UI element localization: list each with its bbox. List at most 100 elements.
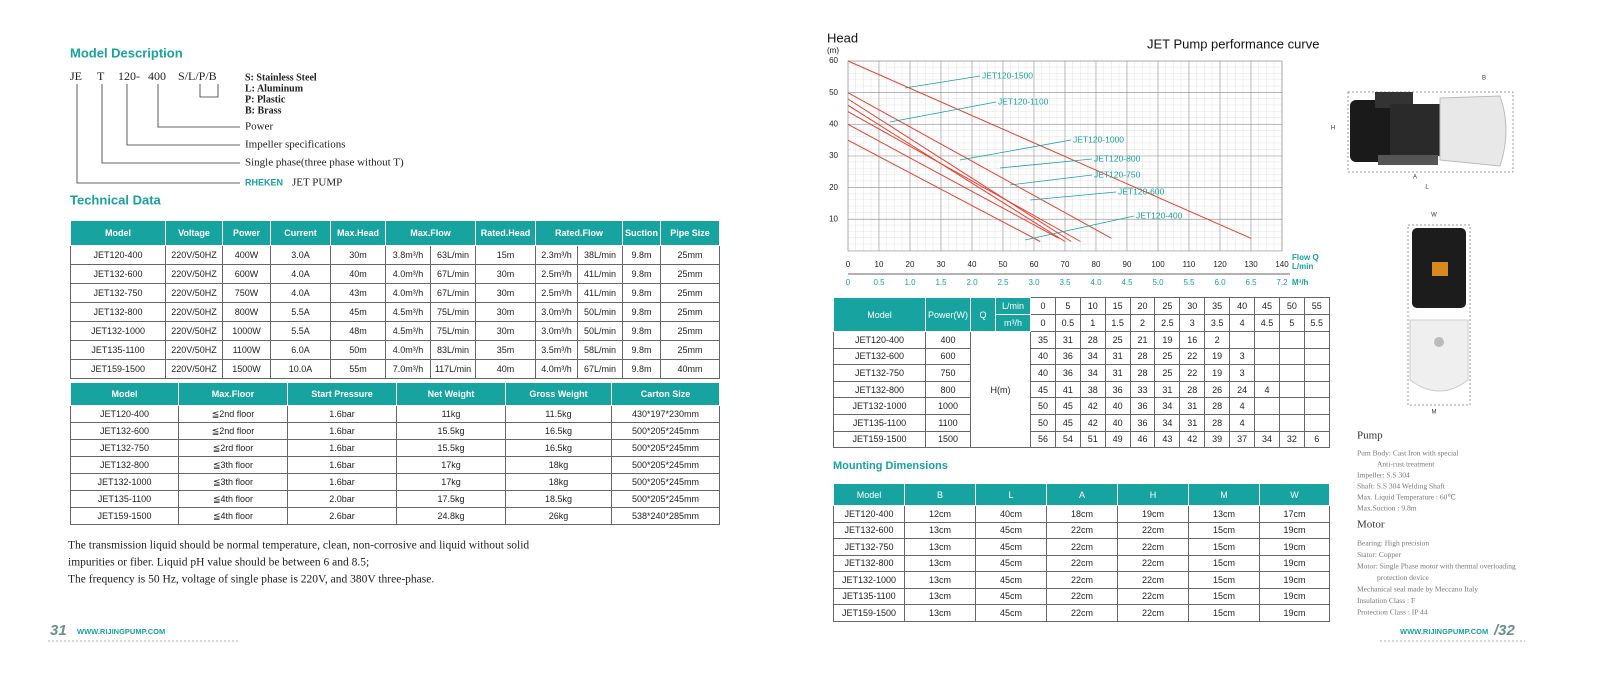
material: B: Brass	[245, 105, 282, 116]
curve	[847, 139, 1041, 242]
cell: 25	[1154, 347, 1181, 366]
cell: 50m	[330, 340, 386, 360]
header-cell: W	[1259, 483, 1330, 506]
cell: 4.0m³/h	[535, 359, 579, 379]
cell: 19cm	[1259, 587, 1330, 605]
cell: 22cm	[1117, 538, 1189, 556]
cell: JET132-600	[70, 422, 179, 440]
cell: 3	[1229, 347, 1256, 366]
header-cell: Model	[70, 220, 166, 246]
cell: 3.0m³/h	[535, 302, 579, 322]
x-tick-label: 20	[906, 260, 915, 269]
cell: 17cm	[1259, 505, 1330, 523]
y-tick-label: 50	[829, 88, 838, 97]
cell: 19cm	[1259, 538, 1330, 556]
cell: JET135-1100	[833, 413, 926, 432]
cell: 17kg	[396, 473, 506, 491]
cell: JET132-750	[833, 538, 905, 556]
cell: JET135-1100	[70, 340, 166, 360]
axis-unit: L/min	[1292, 262, 1313, 271]
x2-tick-label: 6.0	[1214, 278, 1226, 287]
cell: 22cm	[1117, 587, 1189, 605]
cell: JET120-400	[70, 245, 166, 265]
curve	[847, 123, 1060, 239]
curve	[847, 92, 1112, 239]
cell: 1.6bar	[287, 405, 397, 423]
cell: 24	[1229, 380, 1256, 399]
code-diagram	[76, 84, 240, 184]
cell: 67L/min	[429, 283, 477, 303]
curve-label: JET120-800	[1094, 153, 1141, 163]
header-cell: 20	[1129, 297, 1156, 315]
cell: 49	[1104, 430, 1131, 449]
cell: 2.5m³/h	[535, 264, 579, 284]
cell	[1303, 413, 1330, 432]
page-number: 31	[50, 622, 67, 639]
x2-tick-label: 6.5	[1245, 278, 1257, 287]
curve-label: JET120-1100	[998, 96, 1049, 106]
cell: 4.5	[1254, 314, 1280, 332]
x2-tick-label: 5.5	[1183, 278, 1195, 287]
x2-tick-label: 1.0	[904, 278, 916, 287]
cell: 18cm	[1046, 505, 1118, 523]
cell: 25mm	[660, 245, 721, 265]
cell: 34	[1079, 347, 1106, 366]
cell: 13cm	[904, 604, 976, 622]
cell: JET120-400	[833, 331, 926, 349]
x-tick-label: 130	[1244, 260, 1258, 269]
cell: 30m	[330, 245, 386, 265]
cell: 31	[1179, 413, 1206, 432]
cell: 21	[1129, 331, 1156, 349]
cell: 25mm	[660, 283, 721, 303]
cell: ≦2nd floor	[178, 422, 288, 440]
cell: 13cm	[904, 571, 976, 589]
spec-line: Impeller: S.S 304	[1357, 471, 1410, 480]
cell: 31	[1104, 347, 1131, 366]
material: P: Plastic	[245, 94, 286, 105]
spec-line: Pum Body: Cast Iron with special	[1357, 449, 1458, 458]
cell: 1100	[925, 413, 971, 432]
cell: H(m)	[970, 330, 1031, 449]
cell: 9.8m	[622, 264, 662, 284]
header-cell: 15	[1104, 297, 1131, 315]
material: L: Aluminum	[245, 83, 304, 94]
cell: JET120-400	[833, 505, 905, 523]
cell: JET159-1500	[833, 430, 926, 449]
cell	[1278, 347, 1305, 366]
cell: 19	[1204, 347, 1231, 366]
header-cell: 10	[1079, 297, 1106, 315]
cell: JET132-800	[833, 554, 905, 572]
header-cell: 0	[1030, 297, 1056, 315]
section-title: Model Description	[70, 45, 183, 60]
cell: 43m	[330, 283, 386, 303]
cell	[1303, 331, 1330, 349]
cell: 2.5	[1154, 314, 1181, 332]
leader-line	[999, 158, 1093, 169]
cell: 117L/min	[429, 359, 477, 379]
cell: 28	[1204, 397, 1231, 415]
mounting-table: Model B L A H M W JET120-400 12cm 40cm 18cm 19cm 13c…	[833, 483, 1330, 622]
cell: 18.5kg	[505, 490, 612, 508]
cell	[1254, 364, 1280, 382]
cell: 17kg	[396, 456, 506, 474]
cell: JET132-800	[70, 456, 179, 474]
x-tick-label: 140	[1275, 260, 1289, 269]
header-cell: Power	[222, 220, 271, 246]
cell: 45	[1030, 380, 1056, 399]
cell: 40	[1104, 413, 1131, 432]
cell: ≦2rd floor	[178, 439, 288, 457]
cell: 25mm	[660, 321, 721, 341]
header-cell: 25	[1154, 297, 1181, 315]
cell: 16.5kg	[505, 422, 612, 440]
header-cell: Suction	[622, 220, 662, 246]
material: S: Stainless Steel	[245, 72, 317, 83]
spec-line: Stator: Copper	[1357, 550, 1401, 559]
cell: 40cm	[975, 505, 1047, 523]
cell: 1.5	[1104, 314, 1131, 332]
code-part: 400	[148, 69, 166, 83]
cell: 9.8m	[622, 245, 662, 265]
cell: 42	[1079, 397, 1106, 415]
pump-image	[1407, 224, 1471, 406]
cell: 1.6bar	[287, 456, 397, 474]
